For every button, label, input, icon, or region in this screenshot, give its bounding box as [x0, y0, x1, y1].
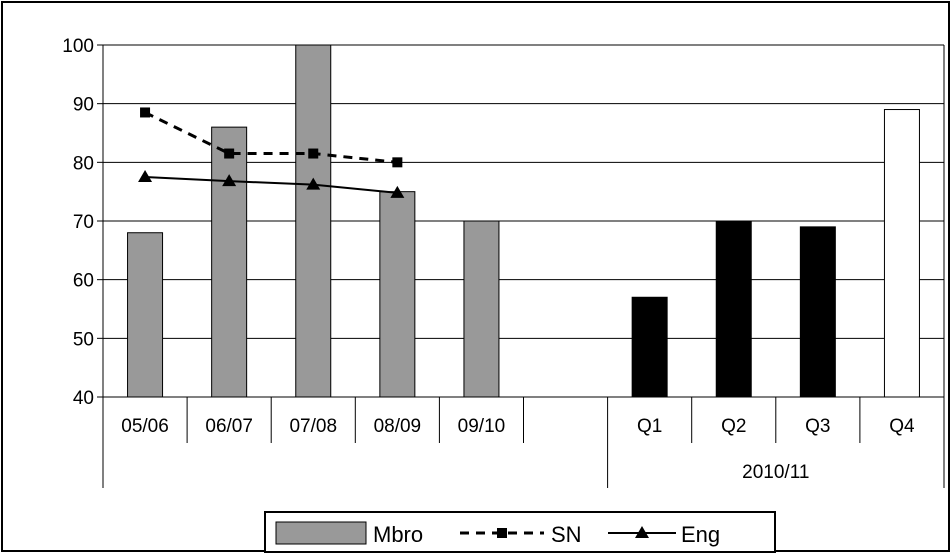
y-tick-label: 100 [62, 36, 94, 57]
marker-triangle [222, 174, 237, 187]
marker-square [140, 107, 151, 118]
x-tick-label: Q1 [637, 416, 662, 437]
marker-square [497, 528, 507, 538]
x-tick-label: 07/08 [289, 416, 337, 437]
bar [379, 191, 416, 398]
bar [127, 232, 164, 398]
legend-label-sn: SN [551, 522, 582, 547]
axes: 40 50 60 70 80 90 100 05/06 06/07 07/08 08/09 09/10… [62, 36, 945, 488]
marker-triangle [138, 170, 153, 182]
bar [211, 126, 248, 398]
y-tick-label: 50 [73, 329, 94, 350]
x-tick-label: 06/07 [205, 416, 253, 437]
y-tick-label: 90 [73, 95, 94, 116]
marker-square [308, 148, 319, 159]
bar [799, 226, 836, 398]
legend-label-mbro: Mbro [373, 522, 423, 547]
series-line-sn [144, 111, 398, 164]
bar [631, 296, 668, 398]
marker-triangle [635, 526, 649, 538]
legend-label-eng: Eng [681, 522, 720, 547]
x-tick-label: 09/10 [458, 416, 506, 437]
y-tick-label: 80 [73, 153, 94, 174]
marker-square [392, 157, 403, 168]
bar [463, 220, 500, 398]
marker-triangle [306, 177, 321, 190]
series-line-eng [145, 176, 398, 194]
x-tick-label: 08/09 [374, 416, 422, 437]
marker-square [224, 148, 235, 159]
y-tick-label: 70 [73, 212, 94, 233]
x-tick-label: Q3 [805, 416, 830, 437]
x-group-label: 2010/11 [742, 462, 809, 483]
legend: Mbro SN Eng [264, 511, 776, 553]
x-tick-label: Q2 [721, 416, 746, 437]
bar [883, 109, 920, 398]
bars [127, 44, 920, 398]
legend-swatch-mbro [275, 521, 367, 545]
y-tick-label: 40 [73, 388, 94, 409]
y-tick-label: 60 [73, 271, 94, 292]
lines [138, 107, 405, 198]
x-tick-label: 05/06 [121, 416, 169, 437]
marker-triangle [390, 185, 405, 198]
bar [715, 220, 752, 398]
bar [295, 44, 332, 398]
x-tick-label: Q4 [889, 416, 915, 437]
